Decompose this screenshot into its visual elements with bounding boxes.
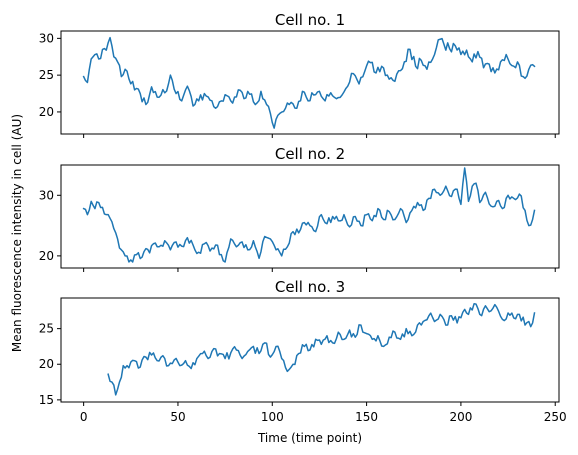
y-tick-label: 20 xyxy=(39,357,54,371)
series-line-cell-3 xyxy=(107,302,536,396)
y-tick-label: 30 xyxy=(39,31,54,45)
subplot-title: Cell no. 3 xyxy=(275,278,345,296)
x-tick-label: 100 xyxy=(261,410,284,424)
y-tick-label: 30 xyxy=(39,188,54,202)
subplot-title: Cell no. 2 xyxy=(275,145,345,163)
y-tick-label: 15 xyxy=(39,393,54,407)
x-tick-label: 150 xyxy=(355,410,378,424)
x-axis-label: Time (time point) xyxy=(257,431,362,445)
x-tick-label: 200 xyxy=(449,410,472,424)
axes-frame xyxy=(60,30,560,135)
x-tick-label: 0 xyxy=(80,410,88,424)
subplot-cell-2: Cell no. 2 20 30 xyxy=(39,145,560,272)
series-line-cell-1 xyxy=(82,36,536,129)
series-line-cell-2 xyxy=(82,167,536,263)
y-tick-label: 25 xyxy=(39,68,54,82)
axes-frame xyxy=(60,164,560,269)
y-axis-label: Mean fluorescence intensity in cell (AU) xyxy=(10,114,24,352)
x-tick-label: 250 xyxy=(544,410,567,424)
subplot-title: Cell no. 1 xyxy=(275,11,345,29)
y-tick-label: 20 xyxy=(39,249,54,263)
axes-frame xyxy=(60,297,560,403)
x-tick-label: 50 xyxy=(170,410,185,424)
y-tick-label: 20 xyxy=(39,105,54,119)
y-tick-label: 25 xyxy=(39,322,54,336)
subplot-cell-1: Cell no. 1 20 25 30 xyxy=(39,11,560,138)
